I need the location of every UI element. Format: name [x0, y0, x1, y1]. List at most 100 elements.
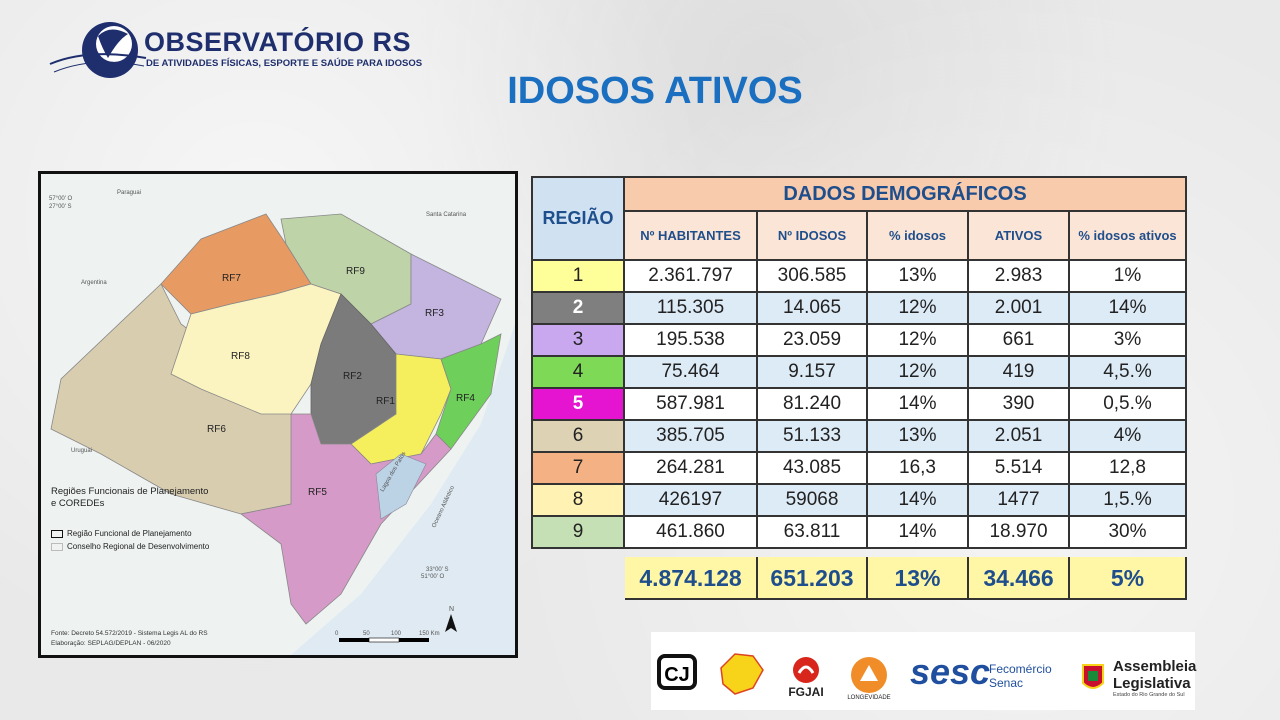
col-idosos-cell: 14.065	[758, 293, 868, 325]
col-idosos-cell: 23.059	[758, 325, 868, 357]
col-habitantes-cell: 2.361.797	[625, 261, 758, 293]
coord-top-lon: 57°00' O	[49, 196, 73, 202]
col-habitantes-header: Nº HABITANTES	[625, 212, 758, 261]
scale-50: 50	[363, 631, 370, 637]
col-ativos-cell: 2.983	[969, 261, 1070, 293]
legend-label: Região Funcional de Planejamento	[67, 529, 192, 538]
longevidade-logo: LONGEVIDADE	[839, 650, 899, 706]
col-ativos-cell: 2.001	[969, 293, 1070, 325]
fgjai-text: FGJAI	[788, 685, 824, 699]
col-idosos-header: Nº IDOSOS	[758, 212, 868, 261]
col-pct-idosos-total: 13%	[868, 557, 969, 600]
region-number: 2	[531, 293, 625, 325]
rf4-label: RF4	[456, 393, 475, 404]
table-row: 5 587.981 81.240 14% 390 0,5.%	[531, 389, 1187, 421]
rf2-label: RF2	[343, 371, 362, 382]
observatorio-logo: OBSERVATÓRIO RS DE ATIVIDADES FÍSICAS, E…	[48, 18, 428, 82]
col-habitantes-cell: 587.981	[625, 389, 758, 421]
assembleia-logo: Assembleia Legislativa Estado do Rio Gra…	[1113, 650, 1197, 706]
col-ativos-cell: 18.970	[969, 517, 1070, 549]
col-pct-idosos-cell: 13%	[868, 421, 969, 453]
col-idosos-cell: 43.085	[758, 453, 868, 485]
totals-row: 4.874.128 651.203 13% 34.466 5%	[625, 557, 1187, 600]
col-ativos-cell: 1477	[969, 485, 1070, 517]
senac-text: Senac	[989, 676, 1024, 690]
rf9-label: RF9	[346, 266, 365, 277]
table-row: 3 195.538 23.059 12% 661 3%	[531, 325, 1187, 357]
globe-logo-icon	[49, 22, 147, 78]
argentina-label: Argentina	[81, 280, 107, 286]
col-pct-idosos-cell: 12%	[868, 293, 969, 325]
col-pct-ativos-cell: 4,5.%	[1070, 357, 1187, 389]
col-habitantes-cell: 426197	[625, 485, 758, 517]
col-habitantes-cell: 195.538	[625, 325, 758, 357]
col-pct-idosos-header: % idosos	[868, 212, 969, 261]
fgjai-icon	[793, 657, 819, 683]
col-pct-ativos-header: % idosos ativos	[1070, 212, 1187, 261]
col-habitantes-cell: 461.860	[625, 517, 758, 549]
uruguai-label: Uruguai	[71, 448, 93, 454]
assembleia-crest	[1075, 652, 1111, 702]
col-idosos-total: 651.203	[758, 557, 868, 600]
col-habitantes-cell: 75.464	[625, 357, 758, 389]
rf7-label: RF7	[222, 273, 241, 284]
assembleia-text-3: Estado do Rio Grande do Sul	[1113, 692, 1185, 698]
table-row: 1 2.361.797 306.585 13% 2.983 1%	[531, 261, 1187, 293]
region-number: 8	[531, 485, 625, 517]
col-ativos-header: ATIVOS	[969, 212, 1070, 261]
table-row: 8 426197 59068 14% 1477 1,5.%	[531, 485, 1187, 517]
assembleia-text-1: Assembleia	[1113, 658, 1197, 675]
col-idosos-cell: 51.133	[758, 421, 868, 453]
col-habitantes-cell: 385.705	[625, 421, 758, 453]
col-ativos-cell: 2.051	[969, 421, 1070, 453]
region-number: 3	[531, 325, 625, 357]
col-pct-ativos-cell: 12,8	[1070, 453, 1187, 485]
col-idosos-cell: 81.240	[758, 389, 868, 421]
region-number: 1	[531, 261, 625, 293]
logo-tagline: DE ATIVIDADES FÍSICAS, ESPORTE E SAÚDE P…	[146, 58, 423, 69]
col-idosos-cell: 306.585	[758, 261, 868, 293]
rf8-label: RF8	[231, 351, 250, 362]
col-pct-idosos-cell: 12%	[868, 357, 969, 389]
fecomercio-text: Fecomércio	[989, 662, 1052, 676]
col-ativos-cell: 5.514	[969, 453, 1070, 485]
legend-item-rfp: Região Funcional de Planejamento	[51, 529, 192, 538]
santa-catarina-label: Santa Catarina	[426, 212, 467, 218]
scale-150: 150 Km	[419, 631, 440, 637]
cei-logo-icon: CJ	[657, 654, 697, 690]
table-row: 7 264.281 43.085 16,3 5.514 12,8	[531, 453, 1187, 485]
col-pct-ativos-cell: 0,5.%	[1070, 389, 1187, 421]
scale-0: 0	[335, 631, 339, 637]
legend-label: Conselho Regional de Desenvolvimento	[67, 542, 210, 551]
sesc-logo: sesc	[909, 650, 991, 694]
col-pct-idosos-cell: 13%	[868, 261, 969, 293]
col-pct-idosos-cell: 14%	[868, 485, 969, 517]
col-ativos-cell: 661	[969, 325, 1070, 357]
paraguai-label: Paraguai	[117, 190, 142, 196]
coat-of-arms-icon	[1082, 664, 1104, 689]
table-row: 9 461.860 63.811 14% 18.970 30%	[531, 517, 1187, 549]
rf1-label: RF1	[376, 396, 395, 407]
page-title: IDOSOS ATIVOS	[507, 70, 803, 112]
col-pct-ativos-cell: 1%	[1070, 261, 1187, 293]
region-number: 9	[531, 517, 625, 549]
col-pct-ativos-total: 5%	[1070, 557, 1187, 600]
rf5-label: RF5	[308, 487, 327, 498]
cei-logo: CJ	[653, 650, 701, 694]
col-ativos-cell: 390	[969, 389, 1070, 421]
rf6-label: RF6	[207, 424, 226, 435]
rs-map-shape	[41, 174, 515, 655]
col-ativos-cell: 419	[969, 357, 1070, 389]
col-pct-idosos-cell: 14%	[868, 389, 969, 421]
col-pct-ativos-cell: 4%	[1070, 421, 1187, 453]
sesc-text: sesc	[909, 651, 991, 692]
col-pct-ativos-cell: 3%	[1070, 325, 1187, 357]
col-pct-idosos-cell: 14%	[868, 517, 969, 549]
region-header: REGIÃO	[531, 176, 625, 261]
legend-item-corede: Conselho Regional de Desenvolvimento	[51, 542, 209, 551]
region-number: 6	[531, 421, 625, 453]
regions-map: Paraguai 57°00' O 27°00' S Santa Catarin…	[38, 171, 518, 658]
north-label: N	[449, 606, 455, 613]
coord-bot-lon: 51°00' O	[421, 574, 445, 580]
scale-100: 100	[391, 631, 402, 637]
